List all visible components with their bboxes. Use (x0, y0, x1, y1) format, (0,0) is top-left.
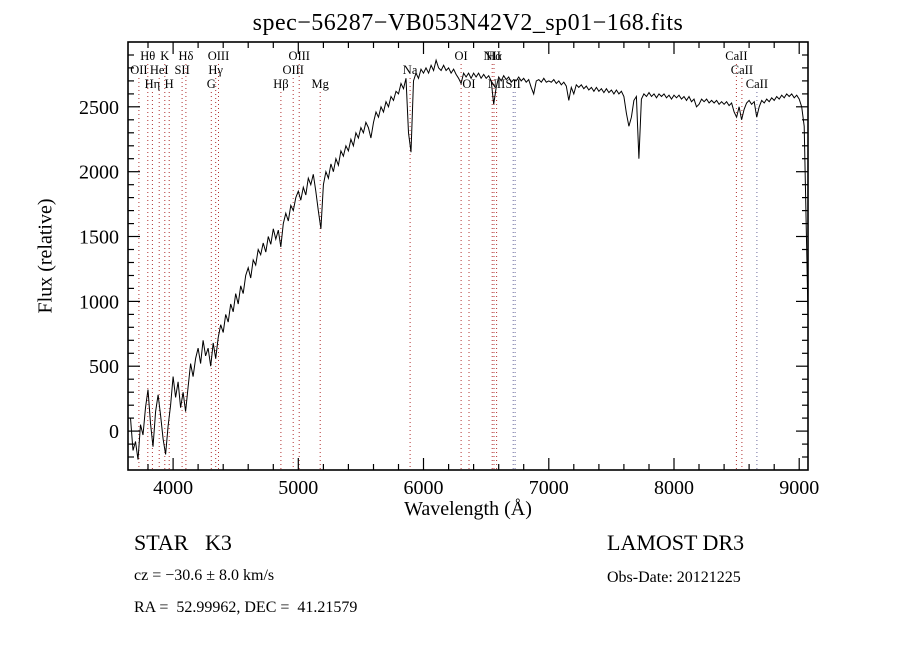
spectral-line-label: Na (403, 63, 418, 77)
spectral-line-label: Hδ (178, 49, 193, 63)
spectral-line-label: SII (174, 63, 189, 77)
x-tick-label: 5000 (278, 477, 318, 499)
cz-value: cz = −30.6 ± 8.0 km/s (134, 567, 275, 584)
spectral-line-label: OIII (208, 49, 230, 63)
obs-date: Obs-Date: 20121225 (607, 569, 741, 586)
spectrum-curve (130, 58, 808, 460)
spectral-line-label: K (160, 49, 169, 63)
tick-labels: 4000 5000 6000 7000 8000 9000 0 500 1000 1500 2000… (79, 97, 819, 499)
survey-label: LAMOST DR3 (607, 530, 745, 555)
spectral-line-label: CaII (746, 77, 768, 91)
y-tick-label: 1000 (79, 291, 119, 313)
spectral-line-label: Hθ (140, 49, 155, 63)
spectral-line-label: G (207, 77, 216, 91)
plot-border (127, 41, 809, 471)
spectral-line-label: H (165, 77, 174, 91)
spectral-line-label: NII (484, 49, 501, 63)
y-tick-label: 500 (89, 356, 119, 378)
x-tick-label: 4000 (153, 477, 193, 499)
spectral-line-label: HeI (150, 63, 169, 77)
ra-dec: RA = 52.99962, DEC = 41.21579 (134, 599, 358, 616)
spectral-line-markers: OIIHθHηHeIKHSIIHδGHγOIIIHβOIIIOIIIMgNaOI… (130, 49, 768, 470)
spectral-line-label: CaII (725, 49, 747, 63)
x-tick-label: 8000 (654, 477, 694, 499)
y-tick-label: 0 (109, 421, 119, 443)
y-axis-label: Flux (relative) (34, 198, 57, 314)
spectral-line-label: OI (454, 49, 467, 63)
spectral-line-label: Hγ (208, 63, 223, 77)
object-class-label: STAR K3 (134, 530, 232, 555)
axis-ticks (128, 42, 808, 470)
spectral-line-label: Hα (486, 49, 502, 63)
spectral-line-label: OII (130, 63, 147, 77)
plot-title: spec−56287−VB053N42V2_sp01−168.fits (252, 10, 684, 36)
y-tick-label: 1500 (79, 227, 119, 249)
spectral-line-label: OI (462, 77, 475, 91)
spectral-line-label: OIII (288, 49, 310, 63)
spectral-line-label: Mg (312, 77, 330, 91)
x-tick-label: 7000 (529, 477, 569, 499)
spectral-line-label: SII (506, 77, 521, 91)
x-tick-label: 6000 (404, 477, 444, 499)
x-tick-label: 9000 (779, 477, 819, 499)
spectral-line-label: CaII (731, 63, 753, 77)
spectral-line-label: OIII (282, 63, 304, 77)
y-tick-label: 2000 (79, 162, 119, 184)
x-axis-label: Wavelength (Å) (404, 498, 532, 520)
spectral-line-label: Hη (145, 77, 161, 91)
y-tick-label: 2500 (79, 97, 119, 119)
spectral-line-label: Hβ (273, 77, 288, 91)
